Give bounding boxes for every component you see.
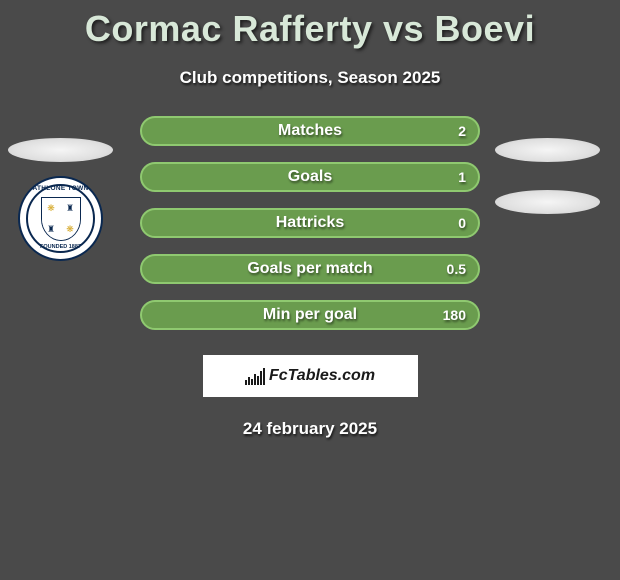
subtitle: Club competitions, Season 2025 (0, 68, 620, 88)
right-player-ellipse-2 (495, 190, 600, 214)
stat-value: 0 (458, 215, 466, 231)
stat-value: 1 (458, 169, 466, 185)
stat-label: Hattricks (276, 214, 344, 232)
stat-label: Min per goal (263, 306, 357, 324)
date-text: 24 february 2025 (0, 419, 620, 439)
footer-brand-box: FcTables.com (203, 355, 418, 397)
stat-bar-goals-per-match: Goals per match 0.5 (140, 254, 480, 284)
stat-value: 2 (458, 123, 466, 139)
bar-chart-icon (245, 367, 265, 385)
badge-text-top: ATHLONE TOWN (32, 185, 88, 192)
stat-value: 180 (443, 307, 466, 323)
left-club-badge: ATHLONE TOWN ❋ ♜ ♜ ❋ FOUNDED 1887 (18, 176, 103, 261)
stat-label: Goals per match (247, 260, 372, 278)
stat-value: 0.5 (447, 261, 466, 277)
badge-text-bottom: FOUNDED 1887 (40, 244, 81, 250)
stats-bars: Matches 2 Goals 1 Hattricks 0 Goals per … (140, 116, 480, 330)
page-title: Cormac Rafferty vs Boevi (0, 0, 620, 50)
right-player-ellipse-1 (495, 138, 600, 162)
left-player-ellipse (8, 138, 113, 162)
stat-label: Matches (278, 122, 342, 140)
stat-bar-goals: Goals 1 (140, 162, 480, 192)
badge-ring (26, 184, 95, 253)
left-player-column: ATHLONE TOWN ❋ ♜ ♜ ❋ FOUNDED 1887 (8, 138, 113, 261)
right-player-column (495, 138, 600, 214)
footer-brand-text: FcTables.com (269, 367, 375, 385)
stat-label: Goals (288, 168, 332, 186)
main-comparison-area: ATHLONE TOWN ❋ ♜ ♜ ❋ FOUNDED 1887 Matche… (0, 116, 620, 330)
stat-bar-hattricks: Hattricks 0 (140, 208, 480, 238)
stat-bar-min-per-goal: Min per goal 180 (140, 300, 480, 330)
stat-bar-matches: Matches 2 (140, 116, 480, 146)
